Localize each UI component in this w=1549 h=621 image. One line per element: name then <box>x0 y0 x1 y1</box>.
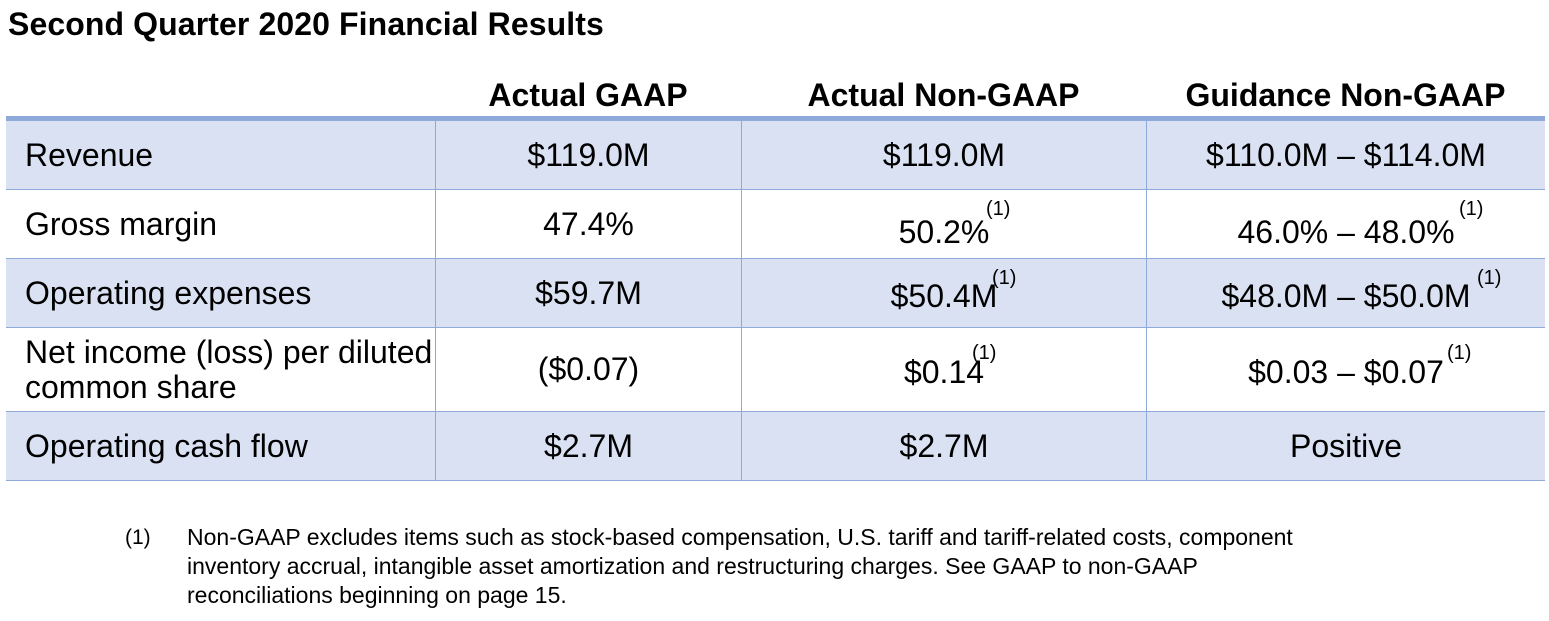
footnote-number: (1) <box>125 526 151 549</box>
guidance-non-gaap-cell: $0.03 – $0.07 (1) <box>1146 328 1545 411</box>
row-label: Net income (loss) per diluted common sha… <box>25 333 433 405</box>
table-row-operating-cash-flow: Operating cash flow $2.7M $2.7M Positive <box>6 412 1545 481</box>
footnote-marker: (1) <box>1447 342 1472 364</box>
row-label: Operating cash flow <box>25 427 308 464</box>
footnote-marker: (1) <box>1477 267 1502 289</box>
financial-results-table: Actual GAAP Actual Non-GAAP Guidance Non… <box>6 74 1545 481</box>
actual-non-gaap-cell: 50.2% (1) <box>741 190 1146 258</box>
row-label: Revenue <box>25 136 154 173</box>
footnote-marker: (1) <box>992 267 1017 289</box>
footnote-marker: (1) <box>1459 198 1484 220</box>
footnote-marker: (1) <box>986 198 1011 220</box>
guidance-non-gaap-value: 46.0% – 48.0% <box>1237 213 1455 250</box>
actual-non-gaap-value: $119.0M <box>741 121 1146 189</box>
table-header-row: Actual GAAP Actual Non-GAAP Guidance Non… <box>6 74 1545 121</box>
actual-gaap-value: ($0.07) <box>435 328 741 411</box>
table-row-revenue: Revenue $119.0M $119.0M $110.0M – $114.0… <box>6 121 1545 190</box>
header-actual-non-gaap: Actual Non-GAAP <box>807 77 1080 113</box>
guidance-non-gaap-value: Positive <box>1146 412 1545 480</box>
actual-gaap-value: $2.7M <box>435 412 741 480</box>
table-row-operating-expenses: Operating expenses $59.7M $50.4M (1) $48… <box>6 259 1545 328</box>
table-row-net-income: Net income (loss) per diluted common sha… <box>6 328 1545 412</box>
actual-non-gaap-value: $2.7M <box>741 412 1146 480</box>
actual-non-gaap-value: $0.14 <box>903 354 985 390</box>
header-label-column <box>6 74 435 116</box>
footnote: (1) Non-GAAP excludes items such as stoc… <box>125 523 1425 610</box>
actual-non-gaap-value: $50.4M <box>890 277 998 314</box>
actual-gaap-value: $59.7M <box>435 259 741 327</box>
actual-gaap-value: $119.0M <box>435 121 741 189</box>
footnote-marker: (1) <box>972 342 997 364</box>
actual-non-gaap-value: 50.2% <box>898 213 990 250</box>
guidance-non-gaap-value: $110.0M – $114.0M <box>1146 121 1545 189</box>
guidance-non-gaap-value: $48.0M – $50.0M <box>1221 277 1471 314</box>
footnote-text: Non-GAAP excludes items such as stock-ba… <box>187 524 1293 608</box>
row-label: Operating expenses <box>25 274 312 311</box>
actual-non-gaap-cell: $0.14 (1) <box>741 328 1146 411</box>
page-title: Second Quarter 2020 Financial Results <box>8 6 604 42</box>
row-label: Gross margin <box>25 205 218 242</box>
header-actual-gaap: Actual GAAP <box>488 77 688 113</box>
header-guidance-non-gaap: Guidance Non-GAAP <box>1185 77 1506 113</box>
guidance-non-gaap-cell: $48.0M – $50.0M (1) <box>1146 259 1545 327</box>
guidance-non-gaap-value: $0.03 – $0.07 <box>1248 354 1444 390</box>
guidance-non-gaap-cell: 46.0% – 48.0% (1) <box>1146 190 1545 258</box>
actual-gaap-value: 47.4% <box>435 190 741 258</box>
table-row-gross-margin: Gross margin 47.4% 50.2% (1) 46.0% – 48.… <box>6 190 1545 259</box>
actual-non-gaap-cell: $50.4M (1) <box>741 259 1146 327</box>
